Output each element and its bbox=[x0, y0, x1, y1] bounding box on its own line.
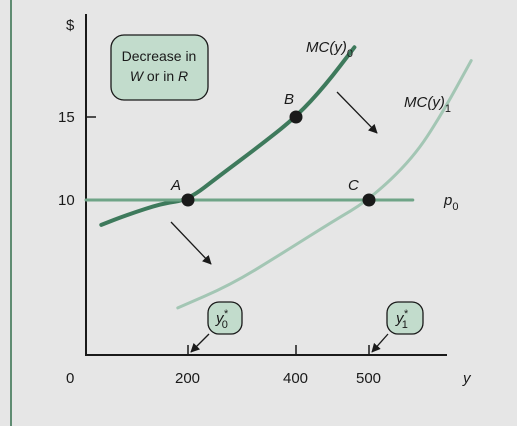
origin-label: 0 bbox=[66, 370, 74, 387]
points-group bbox=[181, 110, 376, 207]
shift-arrow-upper bbox=[336, 91, 378, 134]
point-label-a: A bbox=[170, 177, 181, 194]
shift-callout-box bbox=[110, 34, 209, 101]
x-tick-label-500: 500 bbox=[356, 370, 381, 387]
point-b bbox=[289, 110, 303, 124]
mc0-curve bbox=[99, 45, 357, 227]
curves-group bbox=[84, 45, 473, 310]
mc1-curve bbox=[176, 59, 473, 310]
x-tick-label-400: 400 bbox=[283, 370, 308, 387]
point-c bbox=[362, 193, 376, 207]
y1-star-callout bbox=[386, 301, 424, 335]
left-rule bbox=[10, 0, 12, 426]
point-a bbox=[181, 193, 195, 207]
point-label-b: B bbox=[284, 91, 294, 108]
curve-label-p0: p0 bbox=[443, 192, 458, 213]
x-tick-label-200: 200 bbox=[175, 370, 200, 387]
point-label-c: C bbox=[348, 177, 359, 194]
curve-label-mc0: MC(y)0 bbox=[306, 39, 353, 60]
y-tick-label-10: 10 bbox=[58, 192, 75, 209]
curve-label-mc1: MC(y)1 bbox=[404, 94, 451, 115]
y0-star-pointer bbox=[190, 333, 210, 353]
shift-callout-line2: W or in R bbox=[130, 68, 188, 84]
y1-star-text: y* 1 bbox=[395, 308, 409, 331]
y0-star-text: y* 0 bbox=[215, 308, 229, 331]
y-axis-label: $ bbox=[66, 17, 75, 34]
y0-star-callout bbox=[207, 301, 243, 335]
shift-callout-line1: Decrease in bbox=[122, 48, 197, 64]
x-axis-label: y bbox=[462, 370, 472, 387]
y-tick-label-15: 15 bbox=[58, 109, 75, 126]
shift-arrow-lower bbox=[170, 221, 212, 265]
y1-star-pointer bbox=[371, 333, 389, 353]
